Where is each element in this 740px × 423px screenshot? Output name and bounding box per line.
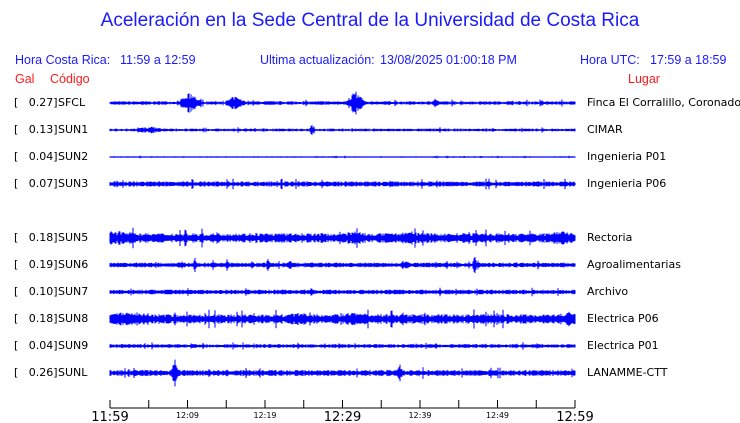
station-code: SUN3 [58, 177, 89, 190]
station-gal: [ 0.04] [14, 150, 58, 163]
last-update-label: Ultima actualización: [260, 53, 375, 67]
waveform-sunl [109, 359, 576, 387]
page-title: Aceleración en la Sede Central de la Uni… [100, 10, 640, 31]
station-code: SFCL [58, 96, 86, 109]
station-place: LANAMME-CTT [587, 366, 668, 379]
station-place: CIMAR [587, 123, 623, 136]
code-column-header: Código [50, 72, 90, 86]
waveform-sun5 [109, 227, 576, 249]
station-code: SUN1 [58, 123, 89, 136]
station-place: Finca El Corralillo, Coronado [587, 96, 740, 109]
utc-time-range: 17:59 a 18:59 [650, 53, 727, 67]
station-gal: [ 0.04] [14, 339, 58, 352]
station-code: SUN7 [58, 285, 89, 298]
station-gal: [ 0.07] [14, 177, 58, 190]
local-time-label: Hora Costa Rica: [15, 53, 111, 67]
waveform-sun9 [109, 342, 576, 350]
station-code: SUN8 [58, 312, 89, 325]
station-gal: [ 0.27] [14, 96, 58, 109]
waveform-sfcl [109, 91, 576, 115]
station-gal: [ 0.10] [14, 285, 58, 298]
station-place: Agroalimentarias [587, 258, 681, 271]
utc-time-label: Hora UTC: [580, 53, 640, 67]
waveform-sun7 [109, 287, 576, 297]
station-place: Rectoria [587, 231, 633, 244]
waveform-sun6 [109, 257, 576, 273]
waveform-sun3 [109, 178, 576, 190]
station-gal: [ 0.18] [14, 312, 58, 325]
station-gal: [ 0.26] [14, 366, 58, 379]
station-code: SUN9 [58, 339, 89, 352]
waveform-sun8 [109, 309, 576, 329]
axis-tick-label: 12:39 [408, 411, 431, 420]
gal-column-header: Gal [15, 72, 35, 86]
axis-tick-label: 12:09 [176, 411, 199, 420]
station-code: SUN5 [58, 231, 89, 244]
station-place: Ingenieria P06 [587, 177, 667, 190]
waveform-sun2 [109, 155, 576, 159]
station-place: Archivo [587, 285, 629, 298]
last-update-value: 13/08/2025 01:00:18 PM [380, 53, 517, 67]
station-gal: [ 0.18] [14, 231, 58, 244]
axis-tick-label: 12:29 [324, 410, 361, 423]
axis-tick-label: 11:59 [91, 410, 128, 423]
place-column-header: Lugar [628, 72, 660, 86]
axis-tick-label: 12:59 [556, 410, 593, 423]
station-place: Electrica P01 [587, 339, 659, 352]
axis-tick-label: 12:49 [486, 411, 509, 420]
waveform-sun1 [109, 125, 576, 135]
station-place: Ingenieria P01 [587, 150, 667, 163]
local-time-range: 11:59 a 12:59 [120, 53, 196, 67]
axis-tick-label: 12:19 [253, 411, 276, 420]
station-code: SUNL [58, 366, 88, 379]
station-code: SUN2 [58, 150, 89, 163]
station-gal: [ 0.13] [14, 123, 58, 136]
station-gal: [ 0.19] [14, 258, 58, 271]
station-code: SUN6 [58, 258, 89, 271]
station-place: Electrica P06 [587, 312, 659, 325]
